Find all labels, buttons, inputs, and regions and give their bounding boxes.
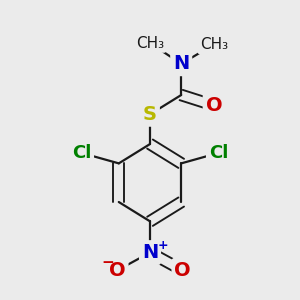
Text: CH₃: CH₃ [200, 37, 228, 52]
Text: N: N [173, 54, 189, 73]
Text: Cl: Cl [72, 144, 91, 162]
Text: S: S [143, 105, 157, 124]
Text: N: N [142, 243, 158, 262]
Text: Cl: Cl [209, 144, 228, 162]
Text: CH₃: CH₃ [136, 35, 164, 50]
Text: O: O [109, 261, 126, 280]
Text: O: O [174, 261, 191, 280]
Text: O: O [206, 96, 222, 115]
Text: +: + [157, 238, 168, 252]
Text: −: − [101, 255, 114, 270]
